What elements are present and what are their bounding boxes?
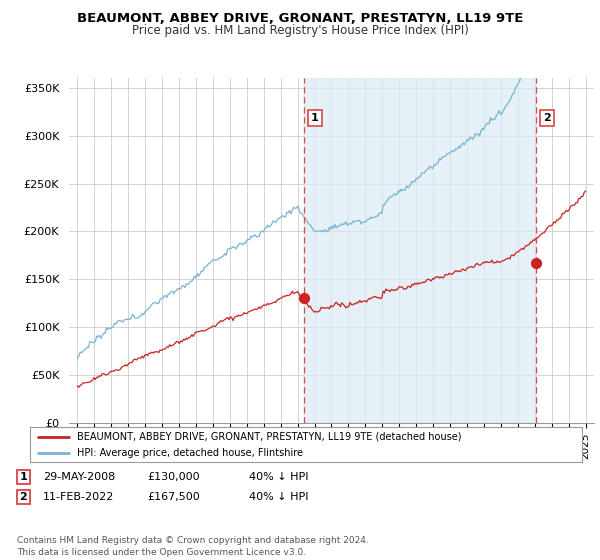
Text: £167,500: £167,500 — [147, 492, 200, 502]
Text: Price paid vs. HM Land Registry's House Price Index (HPI): Price paid vs. HM Land Registry's House … — [131, 24, 469, 36]
Text: 1: 1 — [311, 113, 319, 123]
Text: 1: 1 — [20, 472, 27, 482]
Text: Contains HM Land Registry data © Crown copyright and database right 2024.
This d: Contains HM Land Registry data © Crown c… — [17, 536, 368, 557]
Bar — [304, 78, 536, 423]
Text: 40% ↓ HPI: 40% ↓ HPI — [249, 472, 308, 482]
Text: 2: 2 — [543, 113, 551, 123]
Text: BEAUMONT, ABBEY DRIVE, GRONANT, PRESTATYN, LL19 9TE (detached house): BEAUMONT, ABBEY DRIVE, GRONANT, PRESTATY… — [77, 432, 461, 442]
Text: 40% ↓ HPI: 40% ↓ HPI — [249, 492, 308, 502]
Text: BEAUMONT, ABBEY DRIVE, GRONANT, PRESTATYN, LL19 9TE: BEAUMONT, ABBEY DRIVE, GRONANT, PRESTATY… — [77, 12, 523, 25]
Text: £130,000: £130,000 — [147, 472, 200, 482]
Point — [299, 294, 309, 303]
Text: 2: 2 — [20, 492, 27, 502]
Text: HPI: Average price, detached house, Flintshire: HPI: Average price, detached house, Flin… — [77, 448, 303, 458]
Point — [532, 258, 541, 267]
Text: 11-FEB-2022: 11-FEB-2022 — [43, 492, 115, 502]
Text: 29-MAY-2008: 29-MAY-2008 — [43, 472, 115, 482]
